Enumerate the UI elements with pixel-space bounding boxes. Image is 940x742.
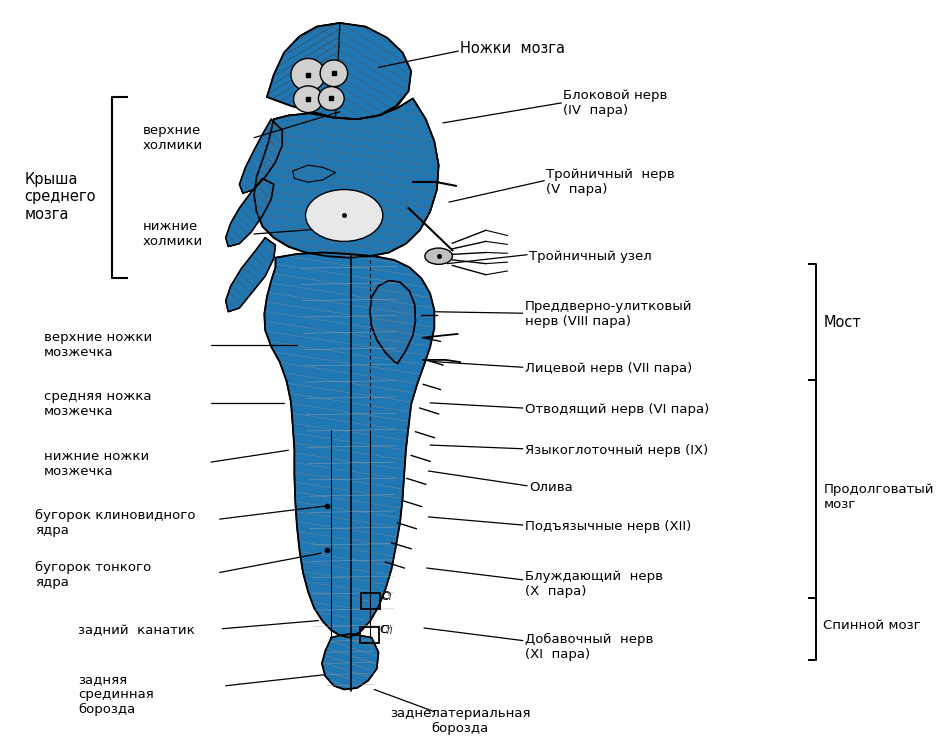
Text: бугорок клиновидного
ядра: бугорок клиновидного ядра	[35, 509, 196, 537]
Ellipse shape	[321, 60, 348, 87]
Text: верхние ножки
мозжечка: верхние ножки мозжечка	[43, 331, 152, 359]
Text: Олива: Олива	[529, 481, 572, 493]
Text: Тройничный  нерв
(V  пара): Тройничный нерв (V пара)	[546, 168, 675, 196]
Text: Ножки  мозга: Ножки мозга	[460, 42, 565, 56]
Text: нижние
холмики: нижние холмики	[142, 220, 203, 248]
Text: средняя ножка
мозжечка: средняя ножка мозжечка	[43, 390, 151, 418]
Text: Cᴵ: Cᴵ	[382, 592, 391, 602]
PathPatch shape	[264, 252, 434, 637]
Text: Блуждающий  нерв
(X  пара): Блуждающий нерв (X пара)	[525, 570, 663, 597]
Text: Продолговатый
мозг: Продолговатый мозг	[823, 483, 933, 511]
Text: Спинной мозг: Спинной мозг	[823, 619, 921, 631]
Ellipse shape	[291, 59, 325, 91]
Text: нижние ножки
мозжечка: нижние ножки мозжечка	[43, 450, 149, 478]
Bar	[361, 593, 381, 609]
PathPatch shape	[226, 237, 275, 312]
PathPatch shape	[321, 634, 379, 689]
Text: заднелатериальная
борозда: заднелатериальная борозда	[390, 706, 530, 735]
PathPatch shape	[254, 99, 439, 257]
Text: Отводящий нерв (VI пара): Отводящий нерв (VI пара)	[525, 403, 709, 416]
Text: бугорок тонкого
ядра: бугорок тонкого ядра	[35, 561, 151, 588]
Text: Тройничный узел: Тройничный узел	[529, 250, 651, 263]
PathPatch shape	[240, 119, 282, 193]
Text: Блоковой нерв
(IV  пара): Блоковой нерв (IV пара)	[563, 89, 667, 117]
Text: Языкоглоточный нерв (IX): Языкоглоточный нерв (IX)	[525, 444, 708, 457]
PathPatch shape	[317, 23, 411, 119]
Text: Добавочный  нерв
(XI  пара): Добавочный нерв (XI пара)	[525, 632, 653, 660]
PathPatch shape	[254, 99, 439, 257]
Text: задний  канатик: задний канатик	[78, 624, 195, 637]
Text: C$_{II}$: C$_{II}$	[380, 623, 394, 637]
Ellipse shape	[425, 248, 452, 264]
Ellipse shape	[306, 189, 383, 241]
PathPatch shape	[370, 280, 415, 364]
Text: Крыша
среднего
мозга: Крыша среднего мозга	[24, 172, 96, 222]
Text: C$_I$: C$_I$	[381, 589, 393, 603]
Ellipse shape	[293, 86, 322, 113]
Text: Лицевой нерв (VII пара): Лицевой нерв (VII пара)	[525, 362, 692, 375]
PathPatch shape	[226, 178, 274, 246]
Text: Cᴵᴵ: Cᴵᴵ	[381, 626, 391, 635]
Text: задняя
срединная
борозда: задняя срединная борозда	[78, 673, 154, 716]
Ellipse shape	[319, 87, 344, 111]
Text: Подъязычные нерв (XII): Подъязычные нерв (XII)	[525, 520, 691, 533]
Text: Преддверно-улитковый
нерв (VIII пара): Преддверно-улитковый нерв (VIII пара)	[525, 300, 692, 328]
Text: Мост: Мост	[823, 315, 861, 330]
Bar	[360, 626, 379, 643]
Text: верхние
холмики: верхние холмики	[142, 124, 203, 151]
PathPatch shape	[267, 23, 340, 118]
